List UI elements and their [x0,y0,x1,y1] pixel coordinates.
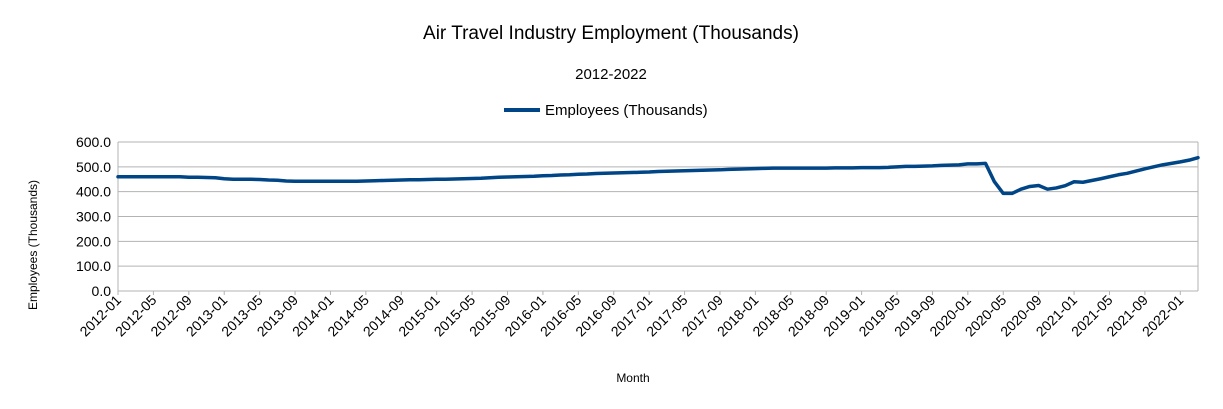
series-line-employees [116,155,1200,196]
y-tick-label: 400.0 [76,184,111,200]
y-axis-ticks: 0.0 100.0 200.0 300.0 400.0 500.0 600.0 [76,134,111,299]
y-tick-label: 100.0 [76,258,111,274]
x-axis-label: Month [616,371,649,385]
series-layer [116,155,1200,196]
legend: Employees (Thousands) [504,102,708,119]
y-tick-label: 300.0 [76,209,111,225]
x-axis-ticks: 2012-012012-052012-092013-012013-052013-… [76,291,1187,339]
y-tick-label: 0.0 [92,283,112,299]
y-axis-label: Employees (Thousands) [26,180,40,310]
chart-subtitle: 2012-2022 [575,66,647,83]
chart-title: Air Travel Industry Employment (Thousand… [423,23,799,44]
y-tick-label: 200.0 [76,233,111,249]
grid [117,141,1199,292]
y-tick-label: 600.0 [76,134,111,150]
legend-label: Employees (Thousands) [545,102,708,119]
y-tick-label: 500.0 [76,159,111,175]
